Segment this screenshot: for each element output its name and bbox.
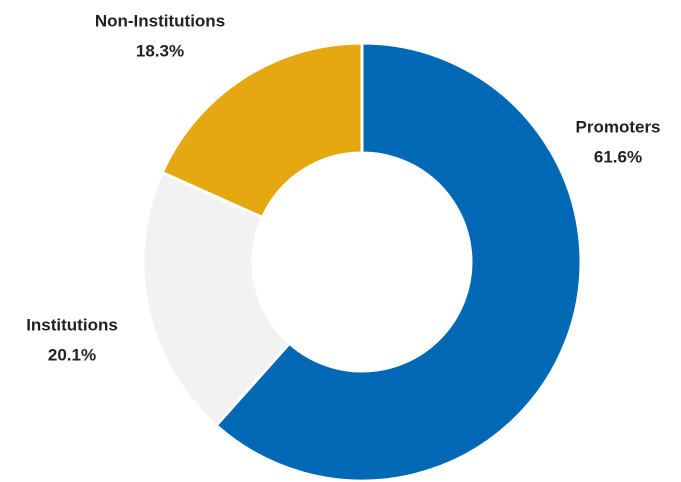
- value-label: 61.6%: [594, 147, 642, 166]
- category-label: Institutions: [26, 315, 118, 334]
- donut-slice: [160, 41, 364, 220]
- donut-slice: [141, 170, 292, 428]
- donut-slice: [214, 41, 583, 482]
- value-label: 18.3%: [136, 41, 184, 60]
- value-label: 20.1%: [48, 345, 96, 364]
- category-label: Promoters: [575, 117, 660, 136]
- category-label: Non-Institutions: [95, 11, 225, 30]
